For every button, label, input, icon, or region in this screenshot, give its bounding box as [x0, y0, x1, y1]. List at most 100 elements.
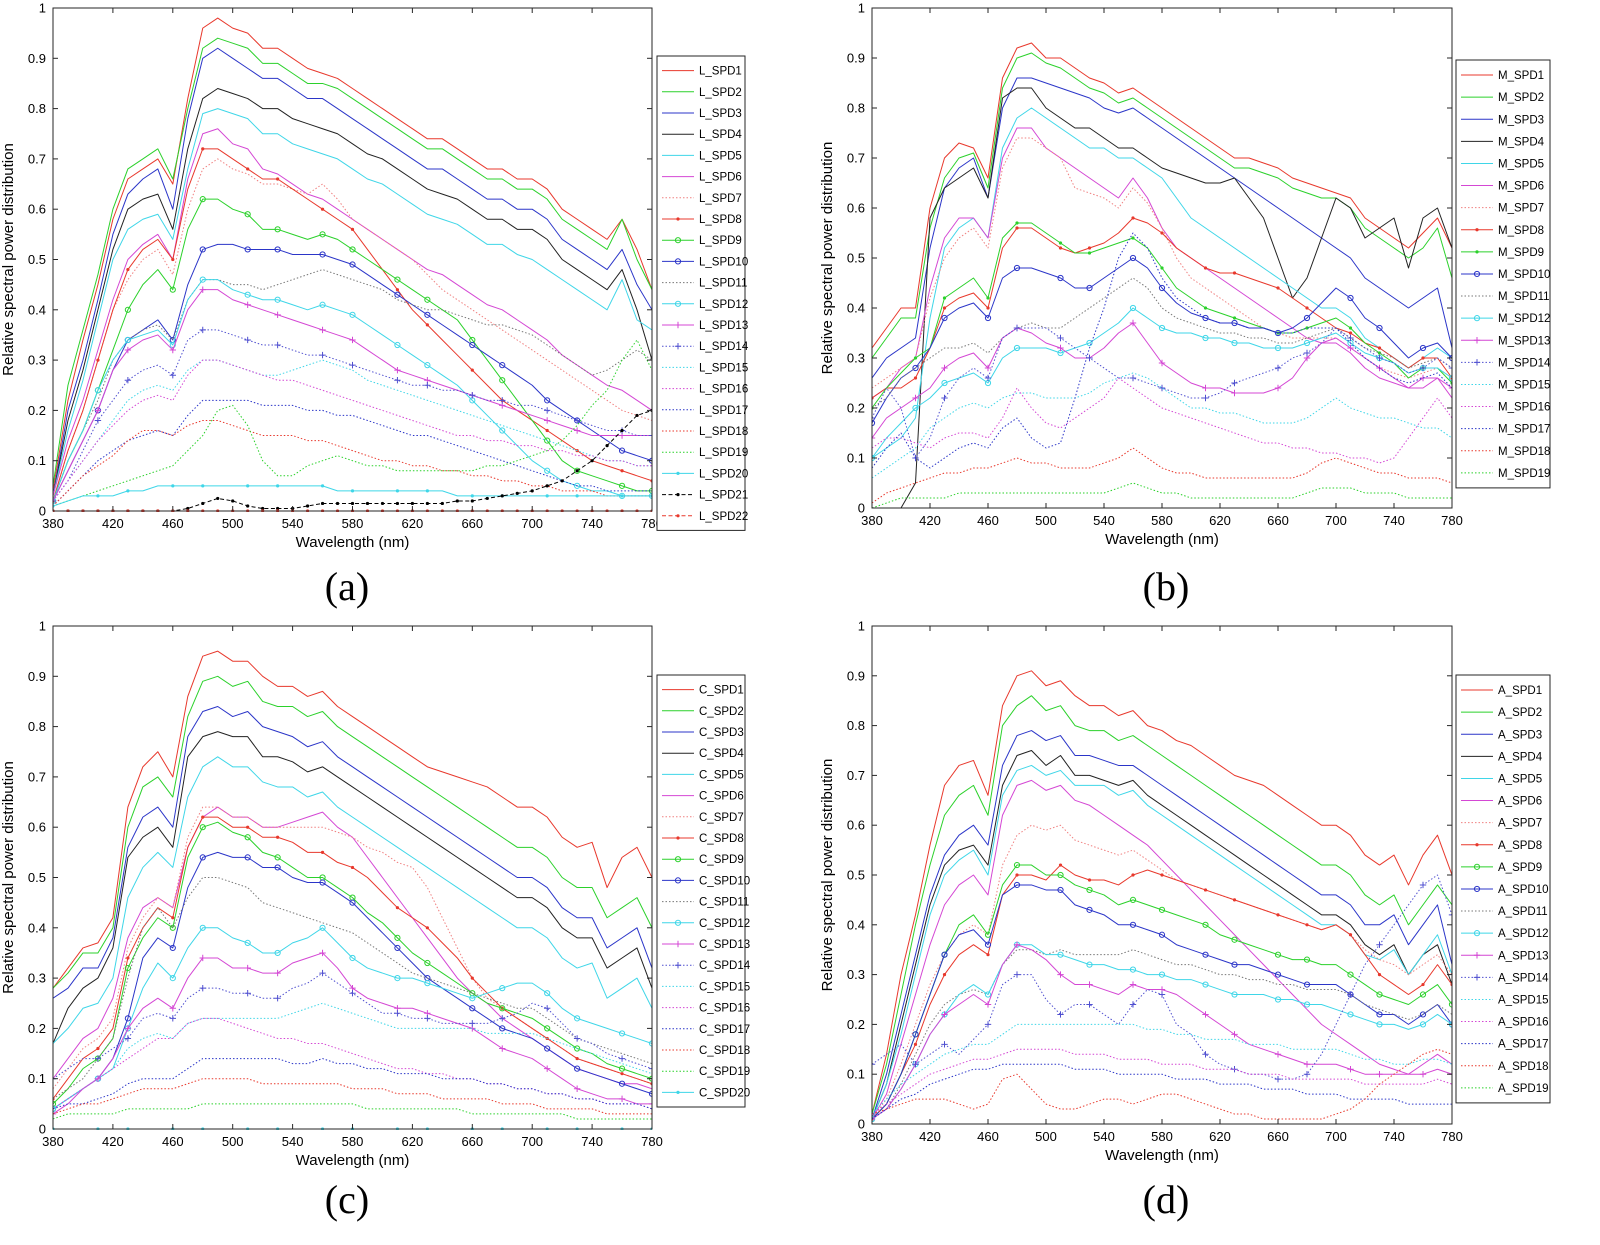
panel-c-x-tick-label: 420 [102, 1134, 124, 1149]
panel-b-chart: 380 420 460 500 540 580 620 660 700 740 780 0 0.1 0.2… [819, 1, 1551, 549]
panel-b-series-14-marker [1274, 364, 1282, 372]
panel-a-series-14-marker [648, 432, 652, 439]
panel-c-y-axis-label: Relative spectral power distribution [0, 761, 17, 994]
panel-b-series-8-marker [913, 376, 918, 380]
panel-a-series-14-marker [274, 341, 281, 349]
panel-a-series-14-marker [424, 382, 431, 389]
panel-b-series-12-marker [1274, 344, 1282, 352]
panel-a-series-9-marker [169, 286, 176, 293]
panel-d-series-12-marker [1376, 1021, 1383, 1028]
panel-c-series-13-marker [244, 964, 251, 972]
panel-d-series-line-4 [872, 750, 1452, 1120]
panel-c-series-12-marker [169, 975, 176, 982]
panel-a-legend-marker [676, 217, 680, 221]
panel-d-y-tick-label: 0.3 [847, 967, 865, 982]
panel-b-series-8-marker [1421, 356, 1425, 360]
panel-b-y-tick-label: 0.8 [847, 101, 865, 116]
panel-a-legend-marker [674, 300, 682, 307]
panel-b-series-9-marker [1131, 236, 1135, 240]
panel-d-series-13-marker [1086, 981, 1093, 988]
panel-a-series-12-marker [499, 427, 506, 434]
panel-c-legend-label: C_SPD4 [699, 748, 744, 760]
panel-a-series-14-marker [573, 417, 581, 424]
panel-b-series-8-marker [1131, 216, 1135, 220]
panel-d-series-8-marker [1131, 873, 1135, 877]
panel-d-legend-label: A_SPD10 [1498, 884, 1549, 896]
panel-b-legend-label: M_SPD10 [1498, 269, 1550, 281]
panel-b-series-14-marker [1448, 364, 1452, 372]
panel-a-series-line-1 [53, 17, 652, 491]
panel-d-legend-label: A_SPD13 [1498, 950, 1549, 962]
panel-a-series-21-marker [485, 496, 489, 501]
panel-b-legend-label: M_SPD7 [1498, 203, 1544, 215]
panel-d-series-10-marker [941, 951, 948, 958]
panel-a-legend-label: L_SPD7 [699, 193, 742, 205]
panel-a-series-14-marker [244, 336, 251, 344]
panel-d-series-14-marker [1129, 1001, 1137, 1008]
panel-c-series-12-marker [574, 1015, 581, 1022]
panel-c-series-14-marker [499, 1015, 506, 1022]
panel-a-legend-label: L_SPD13 [699, 320, 748, 332]
panel-b-series-10-marker [1202, 314, 1209, 322]
panel-c-series-12-marker [618, 1030, 626, 1037]
panel-a-series-line-10 [53, 243, 652, 502]
panel-d-series-9-marker [1376, 991, 1383, 998]
panel-a-series-21-marker [605, 444, 609, 448]
panel-c-series-13-marker [199, 954, 206, 962]
panel-b-series-10-marker [1347, 294, 1354, 302]
panel-c-series-14-marker [543, 1005, 551, 1012]
panel-a-legend-label: L_SPD6 [699, 172, 742, 184]
panel-c-y-tick-label: 0.2 [28, 1021, 46, 1036]
panel-d-series-8-marker [1421, 982, 1425, 987]
panel-b-series-14-marker [1419, 364, 1427, 372]
panel-d-series-9-marker [1086, 886, 1093, 894]
panel-a-series-8-marker [201, 147, 205, 151]
panel-c-series-12-marker [394, 975, 401, 982]
panel-b-legend-marker [1473, 359, 1481, 366]
panel-d-y-tick-label: 0.5 [847, 868, 865, 883]
panel-c-y-tick-label: 0.6 [28, 820, 46, 835]
panel-d-x-tick-label: 660 [1267, 1129, 1289, 1144]
panel-d-chart: 380 420 460 500 540 580 620 660 700 740 780 0 0.1 0.2… [819, 619, 1551, 1164]
panel-d-series-13-marker [1202, 1011, 1209, 1018]
panel-c-x-tick-label: 500 [222, 1134, 244, 1149]
panel-d-series-14-marker [1274, 1075, 1282, 1083]
panel-b-y-tick-label: 0.6 [847, 201, 865, 216]
panel-b-series-9-marker [986, 296, 990, 300]
panel-a-series-21-marker [620, 428, 624, 433]
panel-a-x-tick-label: 500 [222, 516, 244, 531]
panel-c-series-14-marker [169, 1015, 176, 1022]
panel-d-y-tick-label: 0.1 [847, 1067, 865, 1082]
panel-a-series-10-marker [319, 251, 326, 258]
panel-a-series-20-marker [470, 494, 474, 498]
panel-b-legend: M_SPD1 M_SPD2 M_SPD3 M_SPD4 M_SPD5 M_SPD6 M_SP… [1455, 59, 1551, 489]
panel-d-series-9-marker [1303, 956, 1311, 963]
panel-b-series-13-marker [1274, 384, 1282, 392]
panel-b-series-12-marker [1158, 324, 1166, 332]
panel-b-series-8-marker [986, 306, 990, 310]
panel-a-series-line-4 [53, 87, 652, 497]
panel-a-series-13-marker [244, 301, 251, 308]
panel-c-legend-label: C_SPD7 [699, 812, 744, 824]
panel-a-series-9-marker [394, 276, 401, 283]
panel-d-legend-label: A_SPD1 [1498, 685, 1542, 697]
panel-a-series-14-marker [199, 326, 206, 334]
panel-c-series-9-marker [244, 834, 251, 841]
panel-a-series-20-marker [320, 484, 325, 488]
panel-a-series-10-marker [244, 246, 251, 253]
panel-c-y-tick-label: 0 [39, 1122, 46, 1137]
panel-c-series-13-marker [543, 1065, 551, 1072]
panel-b-series-14-marker [1376, 354, 1383, 362]
panel-c-series-line-9 [53, 821, 652, 1105]
panel-d-legend-label: A_SPD9 [1498, 862, 1542, 874]
panel-b-series-line-4 [872, 87, 1452, 509]
panel-b-series-13-marker [912, 394, 919, 402]
panel-d-series-13-marker [984, 1001, 992, 1008]
panel-b-series-line-19 [872, 482, 1452, 509]
panel-a-x-tick-label: 420 [102, 516, 124, 531]
panel-a-series-12-marker [319, 301, 326, 308]
panel-a-series-21-marker [500, 494, 504, 498]
panel-d-y-axis-label: Relative spectral power distribution [819, 759, 836, 992]
panel-c-series-14-marker [319, 969, 326, 977]
panel-c-series-14-marker [573, 1035, 581, 1042]
